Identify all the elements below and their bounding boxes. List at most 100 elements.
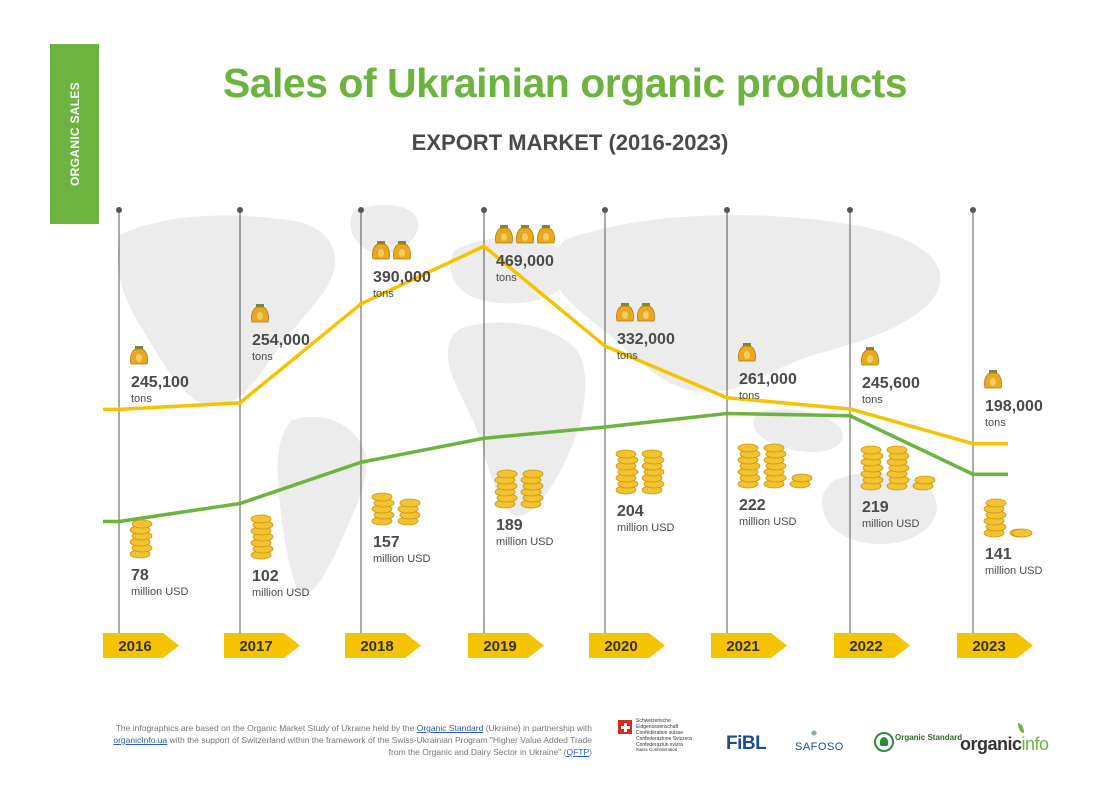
organicinfo-link[interactable]: organicInfo.ua	[113, 735, 168, 745]
money-bag-tie	[135, 346, 143, 349]
money-bag-tie	[621, 303, 629, 306]
usd-unit-label: million USD	[131, 586, 189, 598]
coin-stack-icon	[250, 514, 274, 560]
tons-unit-label: tons	[617, 350, 638, 362]
tons-data-point	[238, 400, 242, 405]
guide-line-dot	[847, 207, 853, 213]
coin	[737, 443, 759, 453]
tons-unit-label: tons	[985, 417, 1006, 429]
year-tick-badge	[589, 633, 665, 658]
usd-value-label: 141	[985, 546, 1012, 563]
usd-unit-label: million USD	[496, 536, 554, 548]
coin-stack-icon	[789, 473, 813, 489]
year-tick-badge	[224, 633, 300, 658]
footer-text-1: The infographics are based on the Organi…	[115, 723, 417, 733]
x-tick-label: 2020	[604, 638, 637, 655]
money-bag-icon	[393, 241, 411, 260]
money-bag-shine	[643, 311, 649, 319]
coin	[985, 498, 1007, 508]
usd-value-label: 219	[862, 499, 889, 516]
coin	[886, 445, 908, 455]
coin	[1011, 528, 1033, 538]
money-bag-icon	[861, 347, 879, 366]
money-bag-icon	[495, 225, 513, 244]
money-bag-tie	[398, 241, 406, 244]
money-bag-tie	[542, 225, 550, 228]
partner-logos: Schweizerische Eidgenossenschaft Confédé…	[618, 715, 1058, 765]
usd-data-point	[117, 519, 121, 524]
tons-data-point	[971, 441, 975, 446]
money-bag-shine	[501, 233, 507, 241]
tons-unit-label: tons	[252, 351, 273, 363]
year-tick-badge	[834, 633, 910, 658]
money-bag-shine	[136, 354, 142, 362]
map-south-america	[277, 416, 367, 595]
coin-stack-icon	[860, 445, 884, 491]
usd-data-point	[482, 436, 486, 441]
tons-value-label: 245,600	[862, 375, 920, 392]
coin	[914, 475, 936, 485]
money-bag-icon	[516, 225, 534, 244]
money-bag-icon	[251, 304, 269, 323]
tons-unit-label: tons	[131, 393, 152, 405]
footer-note: The infographics are based on the Organi…	[100, 722, 592, 758]
swiss-logo-text: Schweizerische Eidgenossenschaft Confédé…	[636, 718, 692, 748]
usd-unit-label: million USD	[739, 516, 797, 528]
map-asia	[554, 215, 941, 393]
coin	[615, 449, 637, 459]
tons-data-point	[359, 301, 363, 306]
guide-line-dot	[724, 207, 730, 213]
usd-data-point	[848, 413, 852, 418]
tons-series-line	[103, 244, 1008, 446]
coin-stack-icon	[763, 443, 787, 489]
footer-text-3: with the support of Switzerland within t…	[167, 735, 592, 757]
footer-text-4: )	[589, 747, 592, 757]
money-bag-icon	[130, 346, 148, 365]
usd-value-label: 222	[739, 497, 766, 514]
chart-subtitle: EXPORT MARKET (2016-2023)	[411, 130, 729, 155]
fibl-logo: FiBL	[726, 733, 767, 754]
tons-value-label: 390,000	[373, 269, 431, 286]
coin-stack-icon	[520, 469, 544, 509]
year-tick-badge	[468, 633, 544, 658]
organicinfo-leaf-icon	[1018, 723, 1024, 733]
coin	[250, 514, 272, 524]
usd-value-label: 204	[617, 503, 644, 520]
money-bag-tie	[521, 225, 529, 228]
coin-stack-icon	[615, 449, 639, 495]
guide-line-dot	[358, 207, 364, 213]
map-africa	[448, 322, 586, 517]
money-bag-shine	[990, 378, 996, 386]
year-tick-badge	[345, 633, 421, 658]
money-bag-tie	[256, 304, 264, 307]
year-tick-badge	[957, 633, 1033, 658]
tons-unit-label: tons	[496, 272, 517, 284]
organic-standard-emblem-icon	[874, 732, 894, 752]
x-tick-label: 2018	[360, 638, 393, 655]
coin	[522, 469, 544, 479]
side-tab: ORGANIC SALES	[50, 44, 99, 224]
usd-data-point	[359, 460, 363, 465]
usd-data-point	[725, 411, 729, 416]
tons-data-point	[603, 344, 607, 349]
map-southeast-asia	[753, 409, 843, 453]
qftp-link[interactable]: QFTP	[566, 747, 590, 757]
organic-standard-link[interactable]: Organic Standard	[416, 723, 484, 733]
tons-data-point	[482, 244, 486, 249]
money-bag-tie	[642, 303, 650, 306]
swiss-flag-icon	[618, 720, 632, 734]
money-bag-icon	[616, 303, 634, 322]
usd-value-label: 189	[496, 517, 523, 534]
money-bag-shine	[522, 233, 528, 241]
organic-standard-logo: Organic Standard	[895, 733, 963, 742]
money-bag-icon	[537, 225, 555, 244]
coin-stack-icon	[397, 498, 421, 526]
money-bag-shine	[744, 351, 750, 359]
organicinfo-logo: organicinfo	[960, 734, 1049, 755]
coin	[641, 449, 663, 459]
tons-unit-label: tons	[373, 288, 394, 300]
money-bag-shine	[867, 355, 873, 363]
swiss-logo-subtitle: Swiss Confederation	[636, 747, 678, 752]
money-bag-icon	[984, 370, 1002, 389]
